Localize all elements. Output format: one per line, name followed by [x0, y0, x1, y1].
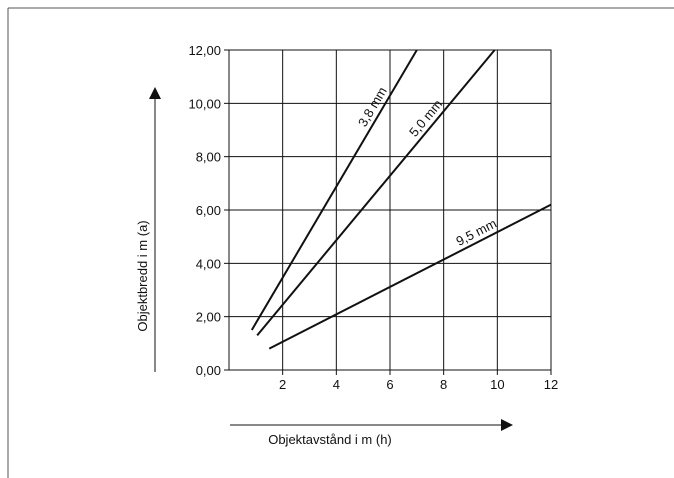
- series-line: [256, 49, 496, 336]
- grid: [224, 49, 552, 375]
- x-axis-label: Objektavstånd i m (h): [268, 432, 392, 447]
- y-axis-label: Objektbredd i m (a): [135, 220, 150, 331]
- x-tick-label: 12: [544, 377, 558, 392]
- series-label: 3,8 mm: [355, 84, 390, 129]
- y-tick-label: 0,00: [196, 363, 221, 378]
- y-tick-label: 2,00: [196, 310, 221, 325]
- series-line: [268, 203, 552, 350]
- x-tick-label: 10: [490, 377, 504, 392]
- series-lines: 3,8 mm 5,0 mm9,5 mm: [250, 49, 552, 350]
- y-tick-label: 12,00: [188, 43, 221, 58]
- x-tick-label: 8: [440, 377, 447, 392]
- y-tick-label: 8,00: [196, 150, 221, 165]
- y-tick-label: 4,00: [196, 256, 221, 271]
- y-axis-arrow: [149, 87, 161, 372]
- x-tick-label: 6: [386, 377, 393, 392]
- x-axis-arrow: [230, 419, 513, 431]
- x-tick-label: 2: [279, 377, 286, 392]
- y-tick-label: 6,00: [196, 203, 221, 218]
- y-tick-label: 10,00: [188, 96, 221, 111]
- series-line: [250, 49, 418, 331]
- x-tick-label: 4: [333, 377, 340, 392]
- tick-labels: 2 4 6 8 10 12 0,00 2,00 4,00 6,00 8,00 10,00 12,00: [188, 43, 558, 392]
